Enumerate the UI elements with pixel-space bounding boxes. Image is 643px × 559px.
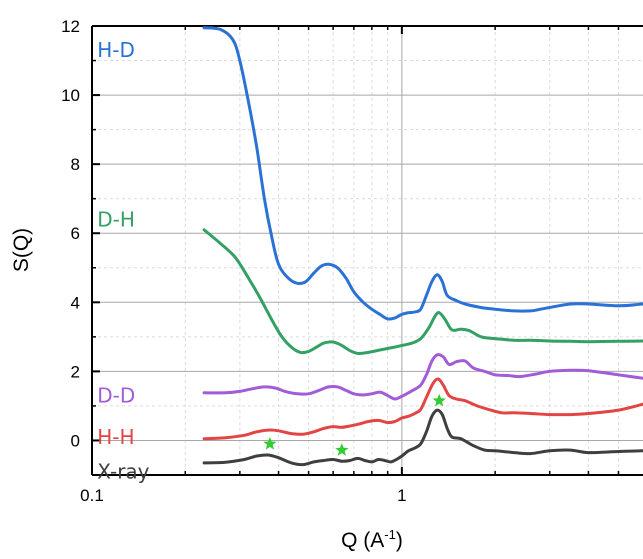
y-tick-label: 2 <box>71 362 80 381</box>
y-axis-label: S(Q) <box>10 228 33 272</box>
series-line-h-d <box>202 26 643 321</box>
star-marker <box>432 393 446 407</box>
series-line-h-h <box>202 377 643 441</box>
star-marker <box>263 436 277 450</box>
series-layer <box>202 26 643 467</box>
marker-layer <box>263 393 446 456</box>
x-tick-label: 0.1 <box>80 486 104 505</box>
y-tick-label: 10 <box>61 86 80 105</box>
series-line-d-h <box>202 228 643 355</box>
x-axis-label-main: Q (A <box>341 529 384 552</box>
y-tick-label: 6 <box>71 224 80 243</box>
series-line-d-d <box>202 353 643 401</box>
series-label-d-d: D-D <box>97 384 135 408</box>
series-line-x-ray <box>202 408 643 467</box>
series-label-h-d: H-D <box>97 38 135 62</box>
series-labels: H-D D-H D-D H-H X-ray <box>97 38 149 483</box>
series-label-x-ray: X-ray <box>97 460 149 484</box>
x-tick-label: 1 <box>397 486 406 505</box>
plot-frame <box>91 25 643 476</box>
x-axis-label-close: ) <box>396 529 403 552</box>
y-tick-label: 8 <box>71 155 80 174</box>
y-tick-label: 0 <box>71 431 80 450</box>
axis-ticks: 0 2 4 6 8 10 12 0.1 1 <box>61 17 620 505</box>
series-label-d-h: D-H <box>97 207 135 231</box>
star-marker <box>335 443 349 456</box>
y-tick-label: 12 <box>61 17 80 36</box>
grid <box>91 25 643 476</box>
y-tick-label: 4 <box>71 293 80 312</box>
x-axis-label-exponent: -1 <box>384 527 396 542</box>
series-label-h-h: H-H <box>97 425 134 449</box>
x-axis-label: Q (A-1) <box>341 527 403 552</box>
